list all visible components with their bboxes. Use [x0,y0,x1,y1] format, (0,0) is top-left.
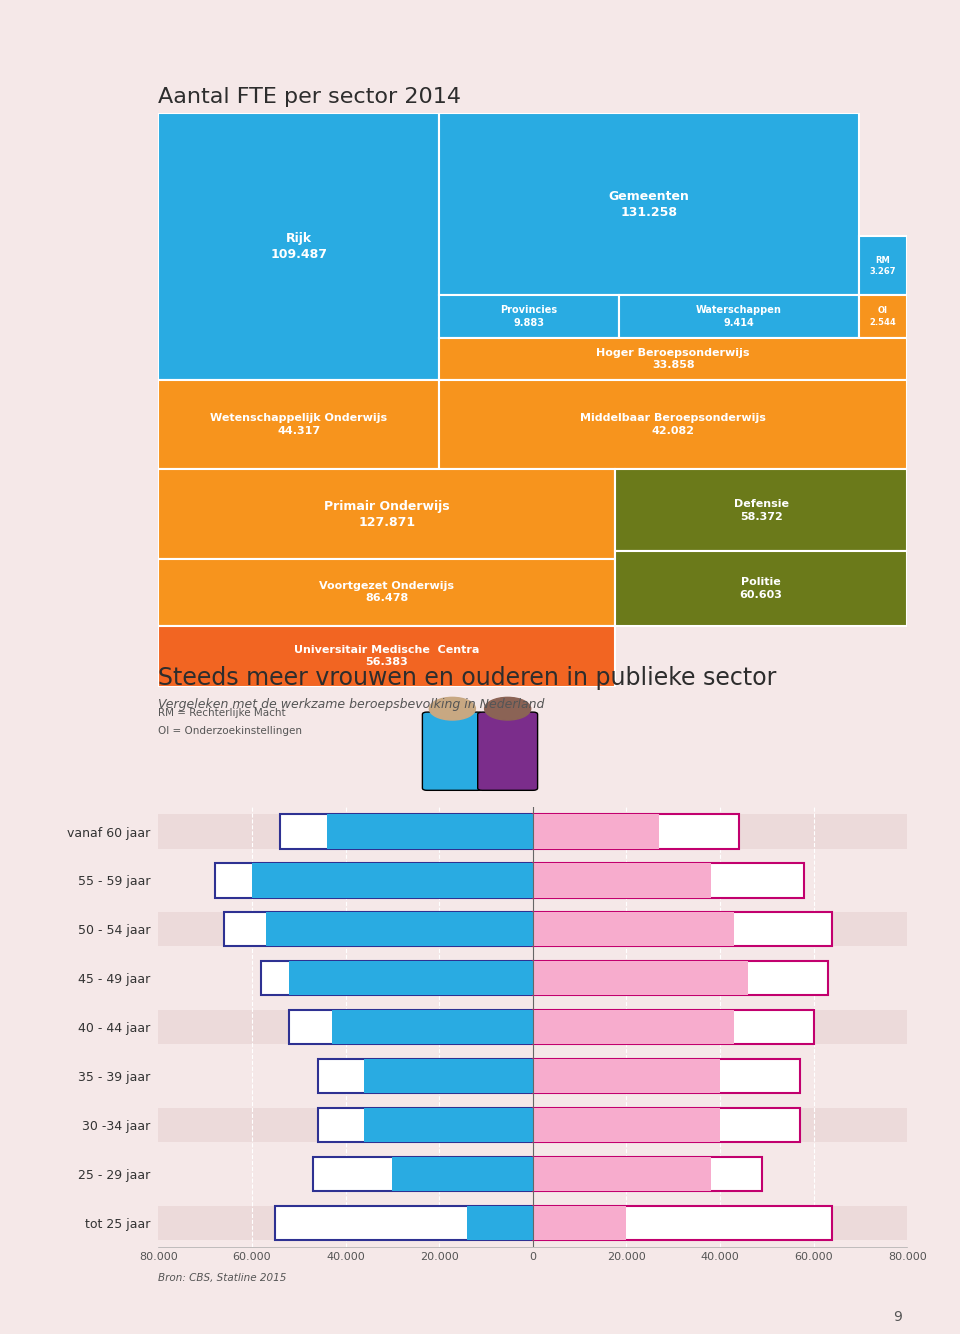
Bar [533,863,710,898]
Bar [533,960,748,995]
Bar [158,626,615,687]
Text: Aantal FTE per sector 2014: Aantal FTE per sector 2014 [158,87,462,107]
Bar [158,113,439,380]
Bar [289,960,533,995]
Bar [858,236,907,295]
Bar [318,1059,533,1094]
Text: Provincies
9.883: Provincies 9.883 [500,305,558,328]
Bar [533,912,734,947]
Bar [331,1010,533,1045]
Text: Steeds meer vrouwen en ouderen in publieke sector: Steeds meer vrouwen en ouderen in publie… [158,666,777,690]
Text: RM
3.267: RM 3.267 [870,256,896,276]
Bar [158,1010,907,1045]
Text: Rijk
109.487: Rijk 109.487 [271,232,327,261]
Bar [393,1157,533,1191]
Bar [468,1206,533,1241]
Text: Wetenschappelijk Onderwijs
44.317: Wetenschappelijk Onderwijs 44.317 [210,414,388,436]
Bar [158,863,907,898]
Bar [364,1107,533,1142]
Text: RM = Rechterlijke Macht: RM = Rechterlijke Macht [158,708,286,718]
Bar [439,113,858,295]
Bar [289,1010,533,1045]
FancyBboxPatch shape [422,712,482,790]
Text: 9: 9 [894,1310,902,1323]
Bar [533,1157,710,1191]
Bar [533,814,739,848]
Bar [533,1206,626,1241]
Bar [276,1206,533,1241]
Bar [214,863,533,898]
Bar [439,380,907,470]
Bar [266,912,533,947]
Bar [158,912,907,947]
Text: Vergeleken met de werkzame beroepsbevolking in Nederland: Vergeleken met de werkzame beroepsbevolk… [158,698,544,711]
Bar [615,551,907,626]
Bar [158,960,907,995]
Bar [533,960,828,995]
Text: OI = Onderzoekinstellingen: OI = Onderzoekinstellingen [158,726,302,735]
Bar [533,1059,720,1094]
Bar [261,960,533,995]
Text: Bron: CBS, Statline 2015: Bron: CBS, Statline 2015 [158,1273,287,1282]
Bar [318,1107,533,1142]
Bar [533,1059,800,1094]
Bar [533,912,832,947]
Bar [158,1059,907,1094]
Bar [158,1206,907,1241]
Text: Politie
60.603: Politie 60.603 [740,578,782,599]
Bar [533,1107,720,1142]
Bar [158,814,907,848]
Text: Waterschappen
9.414: Waterschappen 9.414 [696,305,781,328]
Bar [364,1059,533,1094]
Bar [252,863,533,898]
FancyBboxPatch shape [478,712,538,790]
Text: OI
2.544: OI 2.544 [870,307,897,327]
Bar [858,295,907,338]
Circle shape [429,698,475,720]
Bar [533,1157,762,1191]
Circle shape [485,698,531,720]
Bar [326,814,533,848]
Bar [313,1157,533,1191]
Bar [158,1107,907,1142]
Text: Defensie
58.372: Defensie 58.372 [733,499,789,522]
Bar [619,295,858,338]
Bar [224,912,533,947]
Bar [533,1010,734,1045]
Text: Middelbaar Beroepsonderwijs
42.082: Middelbaar Beroepsonderwijs 42.082 [580,414,766,436]
Text: Hoger Beroepsonderwijs
33.858: Hoger Beroepsonderwijs 33.858 [596,348,750,370]
Bar [615,470,907,551]
Bar [158,470,615,559]
Text: Voortgezet Onderwijs
86.478: Voortgezet Onderwijs 86.478 [320,582,454,603]
Bar [158,559,615,626]
Text: Gemeenten
131.258: Gemeenten 131.258 [609,189,689,219]
Bar [533,1107,800,1142]
Text: Universitair Medische  Centra
56.383: Universitair Medische Centra 56.383 [294,646,479,667]
Bar [533,814,660,848]
Bar [158,1157,907,1191]
Bar [439,338,907,380]
Bar [439,295,619,338]
Text: Primair Onderwijs
127.871: Primair Onderwijs 127.871 [324,500,449,528]
Bar [533,863,804,898]
Bar [158,380,439,470]
Bar [533,1206,832,1241]
Bar [280,814,533,848]
Bar [533,1010,813,1045]
